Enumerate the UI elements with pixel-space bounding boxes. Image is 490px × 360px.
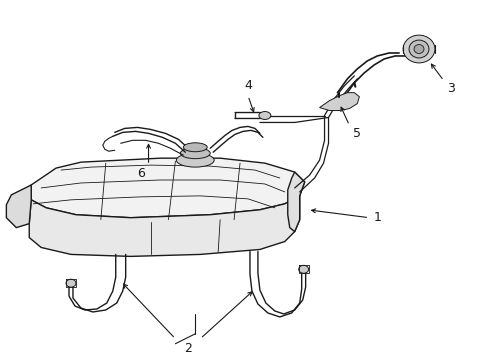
- Ellipse shape: [183, 143, 207, 152]
- Text: 2: 2: [184, 342, 192, 355]
- Polygon shape: [31, 158, 305, 218]
- Ellipse shape: [299, 265, 309, 273]
- Text: 1: 1: [373, 211, 381, 224]
- Polygon shape: [29, 196, 300, 256]
- Ellipse shape: [403, 35, 435, 63]
- Text: 3: 3: [447, 82, 455, 95]
- Ellipse shape: [176, 153, 214, 167]
- Text: 5: 5: [353, 127, 361, 140]
- Ellipse shape: [259, 112, 271, 120]
- Ellipse shape: [409, 40, 429, 58]
- Ellipse shape: [414, 45, 424, 54]
- Polygon shape: [319, 93, 359, 111]
- Polygon shape: [288, 172, 305, 231]
- Text: 4: 4: [244, 79, 252, 92]
- Ellipse shape: [66, 279, 76, 287]
- Text: 6: 6: [137, 167, 145, 180]
- Polygon shape: [6, 185, 31, 228]
- Ellipse shape: [180, 148, 210, 159]
